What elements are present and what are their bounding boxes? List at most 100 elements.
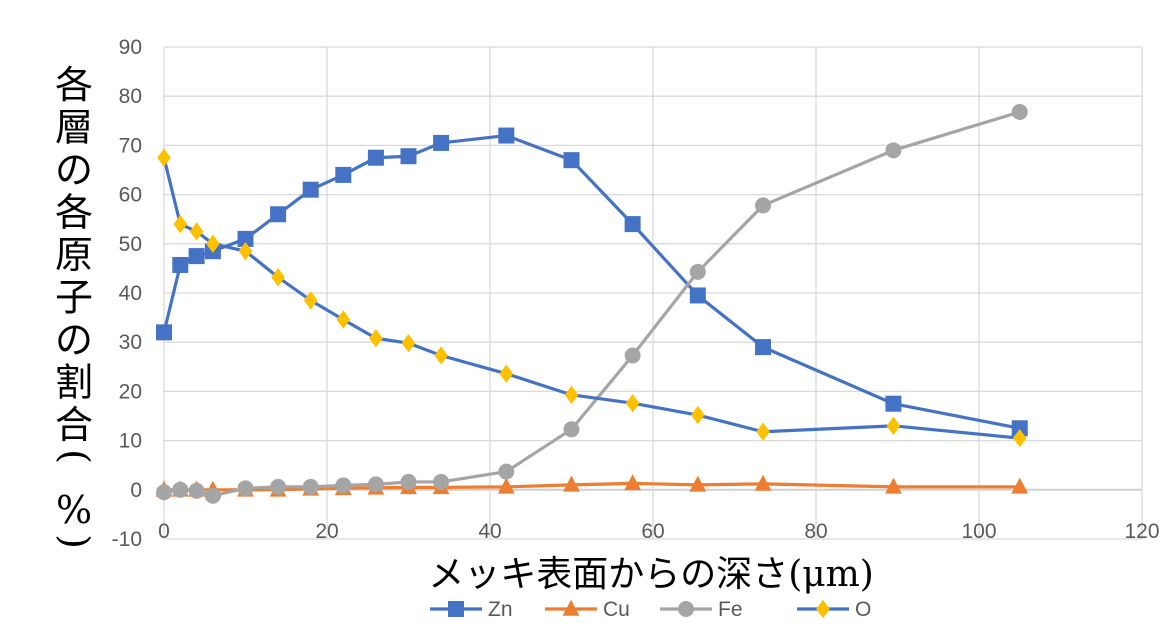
y-axis-ticks: -10 0 10 20 30 40 50 60 70 80 90 [112, 36, 142, 551]
data-point-square [156, 324, 172, 341]
data-point-circle [400, 473, 417, 490]
data-point-diamond [238, 241, 253, 261]
y-tick-label: 50 [119, 233, 142, 256]
data-point-square [885, 395, 902, 412]
data-point-diamond [401, 333, 416, 353]
data-point-square [400, 148, 417, 165]
data-point-circle [172, 481, 189, 498]
x-tick-label: 60 [641, 520, 664, 543]
y-label-char: % [56, 488, 92, 532]
data-point-circle [335, 477, 352, 494]
data-point-square [367, 149, 384, 166]
x-axis-label: メッキ表面からの深さ(μm) [428, 554, 874, 595]
y-tick-label: 10 [119, 430, 142, 453]
x-tick-label: 20 [315, 520, 338, 543]
data-point-triangle [497, 477, 515, 494]
x-axis-ticks: 0 20 40 60 80 100 120 [158, 520, 1159, 543]
data-point-triangle [563, 475, 580, 492]
series-zn [156, 127, 1028, 437]
data-point-circle [678, 601, 694, 617]
y-label-char: 原 [55, 233, 93, 277]
data-point-diamond [173, 214, 188, 234]
data-point-square [755, 339, 772, 356]
data-point-circle [302, 478, 319, 495]
data-point-square [498, 127, 515, 144]
data-point-circle [885, 142, 902, 159]
data-point-circle [156, 484, 172, 501]
data-point-triangle [562, 599, 580, 616]
data-point-diamond [303, 291, 318, 310]
data-point-circle [204, 487, 221, 504]
series-fe [156, 103, 1028, 504]
y-tick-label: 90 [119, 36, 142, 59]
legend-label: Zn [488, 598, 513, 621]
data-point-diamond [816, 599, 830, 619]
data-point-square [689, 287, 706, 304]
data-point-triangle [885, 477, 902, 494]
data-point-square [1011, 420, 1028, 437]
y-label-char: 割 [55, 361, 93, 405]
data-point-diamond [886, 416, 901, 436]
data-point-square [172, 256, 189, 273]
data-point-triangle [754, 474, 772, 491]
series-group [155, 103, 1029, 504]
data-point-circle [188, 482, 205, 499]
legend-item-o: O [797, 598, 871, 621]
legend-item-fe: Fe [660, 598, 743, 621]
y-label-char: 各 [55, 191, 93, 235]
data-point-triangle [624, 474, 642, 491]
data-point-square [302, 181, 319, 198]
legend-item-zn: Zn [430, 598, 513, 621]
y-tick-label: 60 [119, 184, 142, 207]
y-label-char: ( [53, 449, 97, 464]
y-tick-label: 0 [130, 479, 142, 502]
y-tick-label: 80 [119, 85, 142, 108]
y-label-char: 各 [55, 63, 93, 107]
data-point-circle [433, 473, 450, 490]
y-label-char: の [55, 148, 93, 192]
y-tick-label: 20 [119, 380, 142, 403]
x-tick-label: 100 [961, 520, 996, 543]
legend-item-cu: Cu [545, 598, 630, 621]
y-tick-label: 70 [119, 134, 142, 157]
data-point-square [448, 601, 464, 617]
data-point-circle [1011, 103, 1028, 120]
data-point-triangle [1011, 477, 1029, 494]
data-point-square [433, 134, 450, 151]
series-line [163, 110, 1021, 498]
y-label-char: 合 [55, 403, 93, 447]
data-point-diamond [564, 385, 579, 405]
data-point-circle [755, 197, 772, 214]
x-tick-label: 0 [158, 520, 170, 543]
data-point-circle [563, 421, 580, 438]
data-point-diamond [189, 222, 204, 241]
y-tick-label: 30 [119, 331, 142, 354]
x-tick-label: 40 [478, 520, 501, 543]
series-line [162, 133, 1021, 430]
data-point-circle [689, 263, 706, 280]
data-point-square [563, 152, 580, 169]
y-label-char: ) [53, 534, 97, 549]
gridlines [163, 46, 1143, 540]
y-label-char: 子 [55, 276, 93, 320]
data-point-diamond [1012, 428, 1027, 448]
data-point-square [237, 230, 254, 247]
y-label-char: 層 [55, 106, 93, 150]
data-point-diamond [336, 310, 351, 329]
data-point-circle [624, 347, 641, 364]
legend: Zn Cu Fe O [430, 598, 871, 621]
y-label-char: の [55, 318, 93, 362]
series-o [157, 148, 1027, 448]
data-point-diamond [271, 268, 285, 287]
data-point-diamond [499, 364, 514, 383]
data-point-circle [270, 478, 287, 495]
legend-label: O [855, 598, 871, 621]
data-point-diamond [157, 148, 171, 167]
data-point-circle [237, 480, 254, 497]
data-point-diamond [434, 346, 448, 365]
x-tick-label: 120 [1124, 520, 1159, 543]
data-point-diamond [756, 422, 770, 441]
y-tick-label: -10 [112, 528, 142, 551]
